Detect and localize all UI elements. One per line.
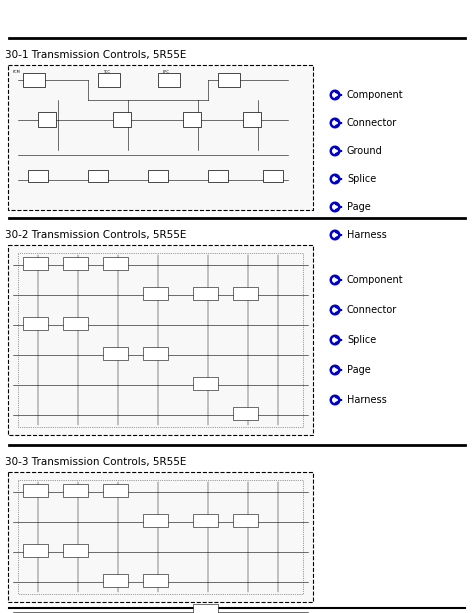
Bar bbox=[143, 514, 168, 527]
Circle shape bbox=[332, 232, 338, 238]
Text: Splice: Splice bbox=[347, 174, 376, 184]
Bar bbox=[193, 377, 218, 390]
Circle shape bbox=[329, 118, 340, 129]
Bar bbox=[23, 484, 48, 497]
Circle shape bbox=[332, 148, 338, 154]
Bar bbox=[233, 407, 258, 420]
Text: Connector: Connector bbox=[347, 118, 397, 128]
Bar bbox=[18, 480, 303, 594]
Bar bbox=[103, 484, 128, 497]
Text: Page: Page bbox=[347, 202, 371, 212]
Bar bbox=[8, 472, 313, 602]
Text: EPC: EPC bbox=[163, 70, 170, 74]
Bar bbox=[38, 112, 56, 127]
Bar bbox=[143, 287, 168, 300]
Text: Component: Component bbox=[347, 275, 404, 285]
Text: 30-3 Transmission Controls, 5R55E: 30-3 Transmission Controls, 5R55E bbox=[5, 457, 186, 467]
Bar bbox=[158, 73, 180, 87]
Circle shape bbox=[332, 277, 338, 283]
Bar bbox=[193, 287, 218, 300]
Bar bbox=[113, 112, 131, 127]
Text: Ground: Ground bbox=[347, 146, 383, 156]
Bar bbox=[103, 257, 128, 270]
Bar bbox=[103, 574, 128, 587]
Bar bbox=[193, 514, 218, 527]
Circle shape bbox=[329, 229, 340, 240]
Circle shape bbox=[329, 335, 340, 346]
Bar bbox=[8, 65, 313, 210]
Circle shape bbox=[329, 202, 340, 213]
Bar bbox=[193, 604, 218, 613]
Circle shape bbox=[329, 365, 340, 376]
Text: Harness: Harness bbox=[347, 230, 387, 240]
Bar bbox=[88, 170, 108, 182]
Circle shape bbox=[332, 120, 338, 126]
Bar bbox=[143, 347, 168, 360]
Bar bbox=[218, 73, 240, 87]
Circle shape bbox=[329, 145, 340, 156]
Bar bbox=[23, 73, 45, 87]
Circle shape bbox=[332, 337, 338, 343]
Text: Harness: Harness bbox=[347, 395, 387, 405]
Text: Splice: Splice bbox=[347, 335, 376, 345]
Text: TCC: TCC bbox=[103, 70, 110, 74]
Bar bbox=[208, 170, 228, 182]
Bar bbox=[23, 317, 48, 330]
Text: Component: Component bbox=[347, 90, 404, 100]
Circle shape bbox=[329, 305, 340, 316]
Circle shape bbox=[332, 307, 338, 313]
Bar bbox=[233, 514, 258, 527]
Circle shape bbox=[329, 395, 340, 406]
Text: 30-2 Transmission Controls, 5R55E: 30-2 Transmission Controls, 5R55E bbox=[5, 230, 186, 240]
Bar bbox=[98, 73, 120, 87]
Circle shape bbox=[329, 173, 340, 185]
Text: Page: Page bbox=[347, 365, 371, 375]
Bar bbox=[233, 287, 258, 300]
Circle shape bbox=[329, 89, 340, 101]
Bar bbox=[63, 544, 88, 557]
Bar bbox=[8, 245, 313, 435]
Bar bbox=[143, 574, 168, 587]
Text: Connector: Connector bbox=[347, 305, 397, 315]
Bar bbox=[63, 484, 88, 497]
Bar bbox=[23, 544, 48, 557]
Circle shape bbox=[329, 275, 340, 286]
Bar bbox=[148, 170, 168, 182]
Bar bbox=[103, 347, 128, 360]
Bar bbox=[243, 112, 261, 127]
Bar bbox=[23, 257, 48, 270]
Bar bbox=[63, 317, 88, 330]
Circle shape bbox=[332, 204, 338, 210]
Text: PCM: PCM bbox=[13, 70, 21, 74]
Circle shape bbox=[332, 92, 338, 98]
Bar bbox=[63, 257, 88, 270]
Circle shape bbox=[332, 397, 338, 403]
Bar bbox=[183, 112, 201, 127]
Bar bbox=[28, 170, 48, 182]
Bar bbox=[263, 170, 283, 182]
Bar bbox=[18, 253, 303, 427]
Text: 30-1 Transmission Controls, 5R55E: 30-1 Transmission Controls, 5R55E bbox=[5, 50, 186, 60]
Circle shape bbox=[332, 176, 338, 182]
Circle shape bbox=[332, 367, 338, 373]
